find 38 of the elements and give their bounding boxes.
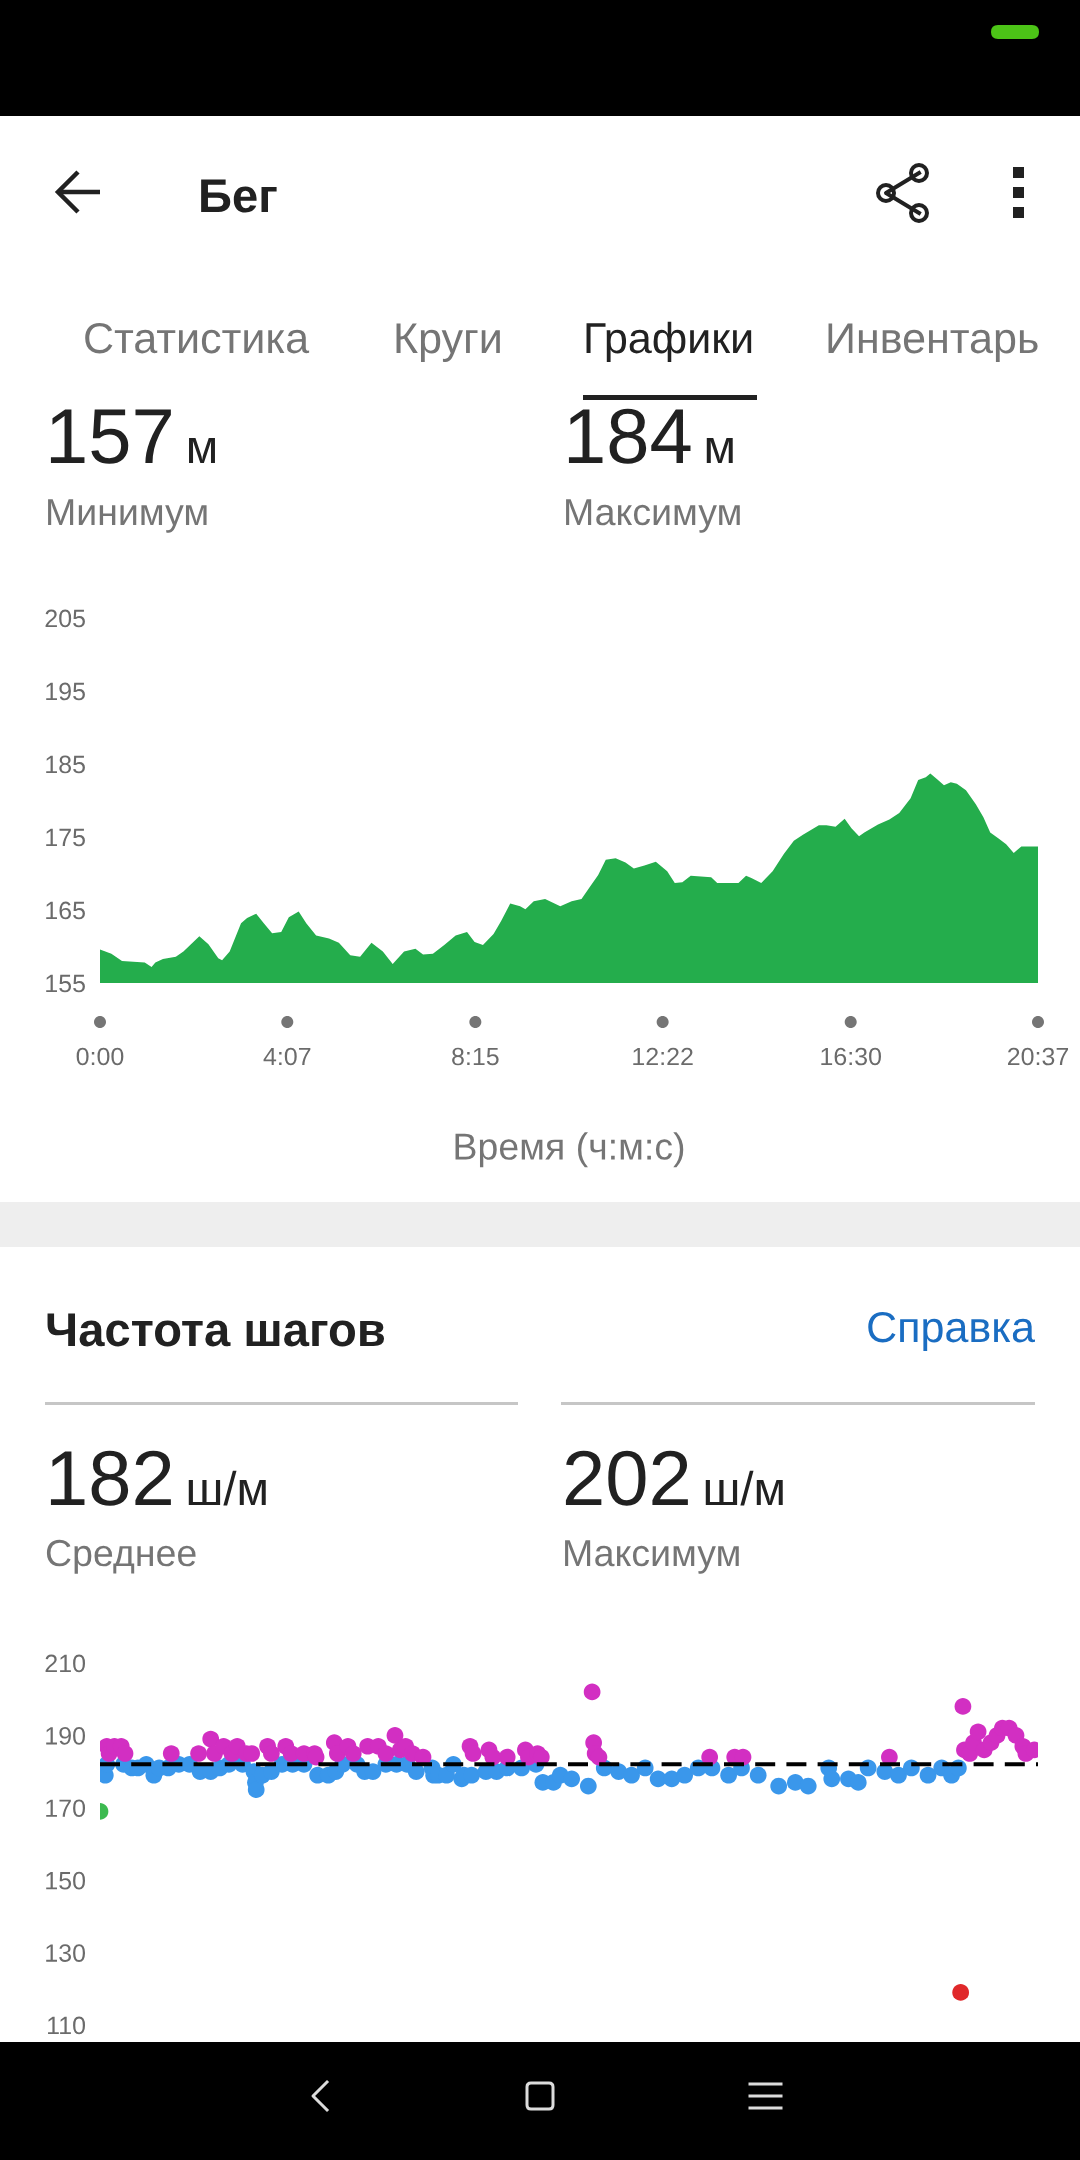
y-tick-label: 175 [46,828,85,847]
x-tick-label: 16:30 [821,1047,882,1066]
y-tick-label: 185 [46,755,85,774]
chart-title: Частота шагов [47,1313,385,1347]
text: м [189,438,215,463]
text: 184 [568,408,691,464]
text: Справка [868,1311,1035,1351]
text: Среднее [46,1539,196,1574]
y-tick-label: 130 [46,1944,86,1962]
text: 157 [50,409,171,464]
y-tick-label: 150 [46,1871,86,1890]
text: Графики [586,321,752,362]
x-tick-label: 8:15 [452,1047,499,1066]
y-tick-label: 205 [45,609,85,628]
text: м [706,438,733,463]
chart-title: Бег [201,179,277,213]
y-tick-label: 165 [46,901,85,920]
text: Максимум [565,1540,739,1574]
text: Статистика [85,322,310,354]
y-tick-label: 195 [46,682,85,701]
y-tick-label: 170 [46,1799,86,1818]
x-tick-label: 0:00 [76,1047,124,1066]
text: 202 [565,1450,688,1506]
text: Максимум [566,499,740,533]
text: Минимум [48,499,207,533]
text: Инвентарь [828,323,1038,362]
x-axis-title: Время (ч:м:с) [455,1132,684,1168]
x-tick-label: 20:37 [1007,1047,1069,1066]
text: 182 [50,1450,171,1506]
y-tick-label: 155 [46,974,85,993]
text: Круги [396,323,500,362]
x-tick-label: 12:22 [633,1047,693,1066]
y-tick-label: 110 [48,2016,86,2035]
y-tick-label: 190 [46,1727,86,1745]
x-tick-label: 4:07 [263,1047,311,1066]
text: ш/м [705,1470,783,1506]
y-tick-label: 210 [45,1654,86,1673]
text: ш/м [188,1470,266,1506]
